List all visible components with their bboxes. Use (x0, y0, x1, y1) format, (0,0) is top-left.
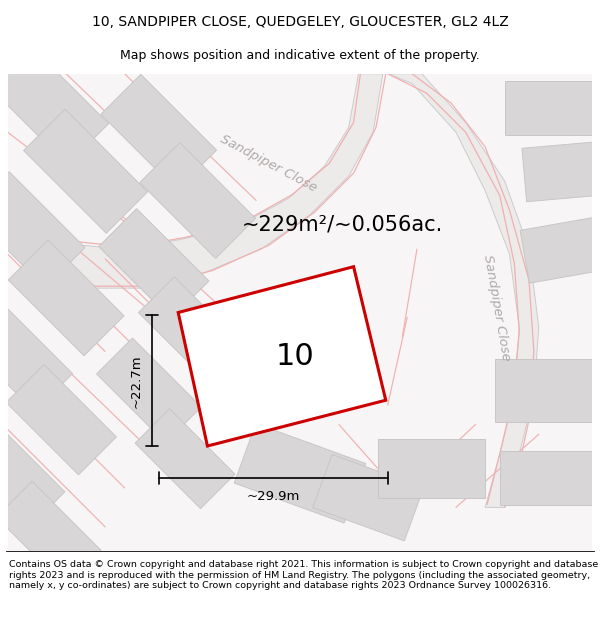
Polygon shape (8, 74, 592, 551)
Polygon shape (0, 41, 109, 165)
Text: ~29.9m: ~29.9m (247, 490, 300, 503)
Text: 10: 10 (276, 342, 314, 371)
Polygon shape (505, 81, 600, 134)
Polygon shape (8, 74, 383, 288)
Polygon shape (97, 338, 202, 443)
Polygon shape (378, 439, 485, 498)
Polygon shape (0, 481, 101, 586)
Polygon shape (520, 215, 600, 283)
Text: Sandpiper Close: Sandpiper Close (481, 254, 512, 362)
Text: Map shows position and indicative extent of the property.: Map shows position and indicative extent… (120, 49, 480, 62)
Polygon shape (178, 267, 386, 446)
Polygon shape (313, 454, 424, 541)
Text: ~229m²/~0.056ac.: ~229m²/~0.056ac. (242, 215, 443, 235)
Polygon shape (139, 277, 243, 381)
Polygon shape (0, 172, 85, 288)
Polygon shape (8, 240, 124, 356)
Text: Sandpiper Close: Sandpiper Close (218, 132, 319, 194)
Polygon shape (99, 209, 209, 319)
Polygon shape (140, 142, 256, 258)
Polygon shape (522, 141, 600, 202)
Polygon shape (388, 74, 539, 508)
Polygon shape (6, 364, 116, 475)
Polygon shape (500, 451, 597, 505)
Polygon shape (135, 409, 235, 509)
Polygon shape (0, 423, 65, 528)
Polygon shape (101, 74, 217, 190)
Polygon shape (234, 424, 366, 523)
Polygon shape (0, 301, 73, 411)
Text: 10, SANDPIPER CLOSE, QUEDGELEY, GLOUCESTER, GL2 4LZ: 10, SANDPIPER CLOSE, QUEDGELEY, GLOUCEST… (92, 15, 508, 29)
Polygon shape (23, 109, 148, 233)
Text: Contains OS data © Crown copyright and database right 2021. This information is : Contains OS data © Crown copyright and d… (9, 560, 598, 590)
Polygon shape (495, 359, 600, 422)
Text: ~22.7m: ~22.7m (129, 354, 142, 408)
